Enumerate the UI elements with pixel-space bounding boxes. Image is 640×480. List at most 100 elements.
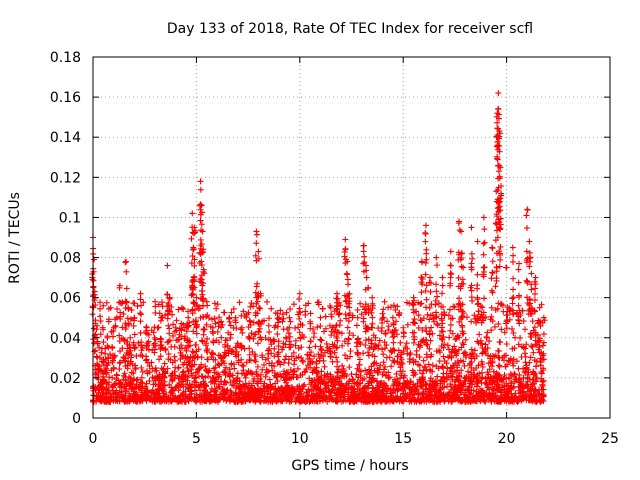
data-point xyxy=(355,393,362,400)
data-point xyxy=(452,349,459,356)
data-point xyxy=(368,337,375,344)
data-point xyxy=(251,375,258,382)
data-point xyxy=(366,374,373,381)
data-point xyxy=(532,297,539,304)
data-point xyxy=(393,396,400,403)
data-point xyxy=(192,307,199,314)
data-point xyxy=(439,274,446,281)
data-point xyxy=(540,398,547,405)
data-point xyxy=(426,316,433,323)
data-point xyxy=(199,228,206,235)
data-point xyxy=(255,248,262,255)
data-point xyxy=(498,301,505,308)
data-point xyxy=(376,395,383,402)
data-point xyxy=(496,175,503,182)
data-point xyxy=(102,396,109,403)
data-point xyxy=(526,297,533,304)
data-point xyxy=(334,295,341,302)
data-point xyxy=(127,360,134,367)
data-point xyxy=(110,327,117,334)
data-point xyxy=(122,326,129,333)
data-point xyxy=(384,318,391,325)
data-point xyxy=(383,342,390,349)
data-point xyxy=(246,351,253,358)
data-point xyxy=(515,376,522,383)
data-point xyxy=(197,186,204,193)
data-point xyxy=(283,395,290,402)
data-point xyxy=(334,290,341,297)
data-point xyxy=(458,263,465,270)
data-point xyxy=(188,390,195,397)
data-point xyxy=(419,259,426,266)
axis-ticks xyxy=(92,56,611,419)
data-point xyxy=(537,359,544,366)
data-point xyxy=(389,398,396,405)
data-point xyxy=(143,324,150,331)
data-point xyxy=(458,228,465,235)
data-point xyxy=(391,333,398,340)
data-point xyxy=(431,318,438,325)
data-point xyxy=(496,142,503,149)
data-point xyxy=(329,386,336,393)
data-point xyxy=(274,371,281,378)
data-point xyxy=(435,300,442,307)
data-point xyxy=(447,248,454,255)
data-point xyxy=(143,397,150,404)
data-point xyxy=(113,314,120,321)
data-point xyxy=(475,308,482,315)
data-point xyxy=(117,315,124,322)
data-point xyxy=(160,390,167,397)
data-point xyxy=(490,379,497,386)
data-point xyxy=(527,310,534,317)
data-point xyxy=(492,220,499,227)
data-point xyxy=(380,359,387,366)
data-point xyxy=(306,398,313,405)
data-point xyxy=(433,314,440,321)
data-point xyxy=(394,303,401,310)
data-point xyxy=(468,294,475,301)
data-point xyxy=(480,240,487,247)
data-point xyxy=(363,337,370,344)
data-point xyxy=(361,253,368,260)
data-point xyxy=(99,345,106,352)
data-point xyxy=(305,300,312,307)
data-point xyxy=(126,342,133,349)
data-point xyxy=(328,328,335,335)
data-point xyxy=(263,395,270,402)
data-point xyxy=(427,396,434,403)
data-point xyxy=(509,295,516,302)
data-point xyxy=(192,398,199,405)
data-point xyxy=(419,395,426,402)
data-point xyxy=(361,385,368,392)
data-point xyxy=(266,376,273,383)
x-tick-label: 5 xyxy=(192,431,201,447)
data-point xyxy=(456,295,463,302)
data-point xyxy=(283,376,290,383)
data-point xyxy=(253,231,260,238)
data-point xyxy=(193,391,200,398)
data-point xyxy=(525,369,532,376)
data-point xyxy=(103,365,110,372)
data-point xyxy=(210,356,217,363)
data-point xyxy=(532,329,539,336)
data-point xyxy=(512,334,519,341)
data-point xyxy=(389,328,396,335)
data-point xyxy=(432,297,439,304)
data-point xyxy=(172,364,179,371)
data-point xyxy=(488,287,495,294)
data-point xyxy=(164,262,171,269)
data-point xyxy=(437,386,444,393)
data-point xyxy=(103,385,110,392)
data-point xyxy=(178,373,185,380)
data-point xyxy=(235,392,242,399)
data-point xyxy=(102,350,109,357)
data-point xyxy=(203,321,210,328)
data-point xyxy=(460,264,467,271)
data-point xyxy=(287,375,294,382)
data-point xyxy=(415,390,422,397)
data-point xyxy=(386,354,393,361)
data-point xyxy=(189,253,196,260)
data-point xyxy=(333,354,340,361)
data-point xyxy=(354,306,361,313)
data-point xyxy=(438,317,445,324)
